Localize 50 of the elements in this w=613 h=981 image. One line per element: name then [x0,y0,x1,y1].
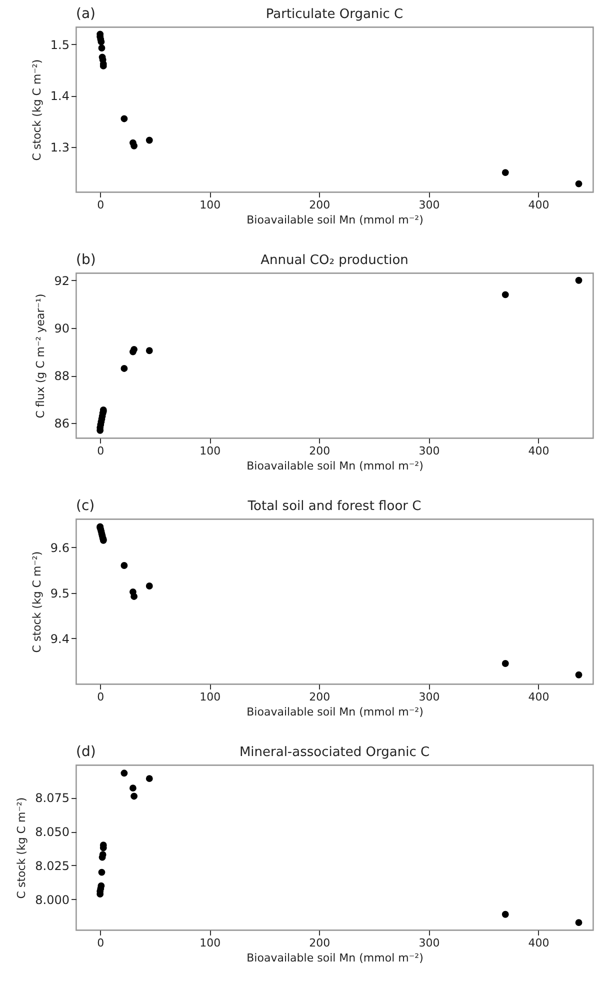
x-axis-title: Bioavailable soil Mn (mmol m⁻²) [246,214,424,226]
x-tick-label: 300 [418,198,440,212]
chart-title: Mineral-associated Organic C [239,745,430,760]
x-tick-label: 100 [200,198,221,212]
x-tick-label: 300 [418,936,440,950]
x-tick-label: 0 [97,690,104,704]
x-tick-label: 400 [528,198,550,212]
y-axis-title: C stock (kg C m⁻²) [30,59,44,161]
y-axis-title: C stock (kg C m⁻²) [15,797,28,899]
y-tick-label: 9.6 [50,540,70,555]
y-tick-label: 8.025 [35,858,70,873]
x-tick-label: 200 [309,444,330,458]
x-tick-label: 100 [200,690,221,704]
y-tick-label: 92 [54,274,70,288]
text: (d) [76,744,96,760]
x-tick-label: 400 [528,444,550,458]
y-tick-label: 90 [54,322,70,336]
x-tick-label: 300 [418,444,440,458]
x-tick-label: 200 [309,936,330,950]
x-tick-label: 0 [97,198,104,212]
y-axis-title: C stock (kg C m⁻²) [30,551,44,653]
y-tick-label: 88 [54,369,70,384]
x-tick-label: 400 [528,936,550,950]
x-tick-label: 400 [528,690,550,704]
x-axis-title: Bioavailable soil Mn (mmol m⁻²) [246,706,424,718]
y-tick-label: 1.4 [50,89,70,104]
chart-title: Particulate Organic C [266,7,404,22]
x-tick-label: 200 [309,198,330,212]
y-tick-label: 8.000 [35,892,70,907]
x-tick-label: 100 [200,444,221,458]
y-axis-title: C flux (g C m⁻² year⁻¹) [34,294,48,418]
x-axis-title: Bioavailable soil Mn (mmol m⁻²) [246,952,424,964]
x-tick-label: 0 [97,936,104,950]
x-tick-label: 0 [97,444,104,458]
x-tick-label: 100 [200,936,221,950]
chart-title: Annual CO₂ production [260,253,408,268]
y-tick-label: 9.5 [50,586,70,600]
x-tick-label: 200 [309,690,330,704]
text: (b) [76,252,96,268]
y-tick-label: 86 [54,416,70,431]
x-tick-label: 300 [418,690,440,704]
chart-title: Total soil and forest floor C [246,499,422,514]
y-tick-label: 8.050 [35,825,70,840]
x-axis-title: Bioavailable soil Mn (mmol m⁻²) [246,460,424,472]
text: (c) [76,498,95,514]
y-tick-label: 1.5 [50,38,70,52]
text: (a) [76,6,96,22]
y-tick-label: 8.075 [35,791,70,806]
y-tick-label: 9.4 [50,632,70,646]
y-tick-label: 1.3 [50,140,70,154]
